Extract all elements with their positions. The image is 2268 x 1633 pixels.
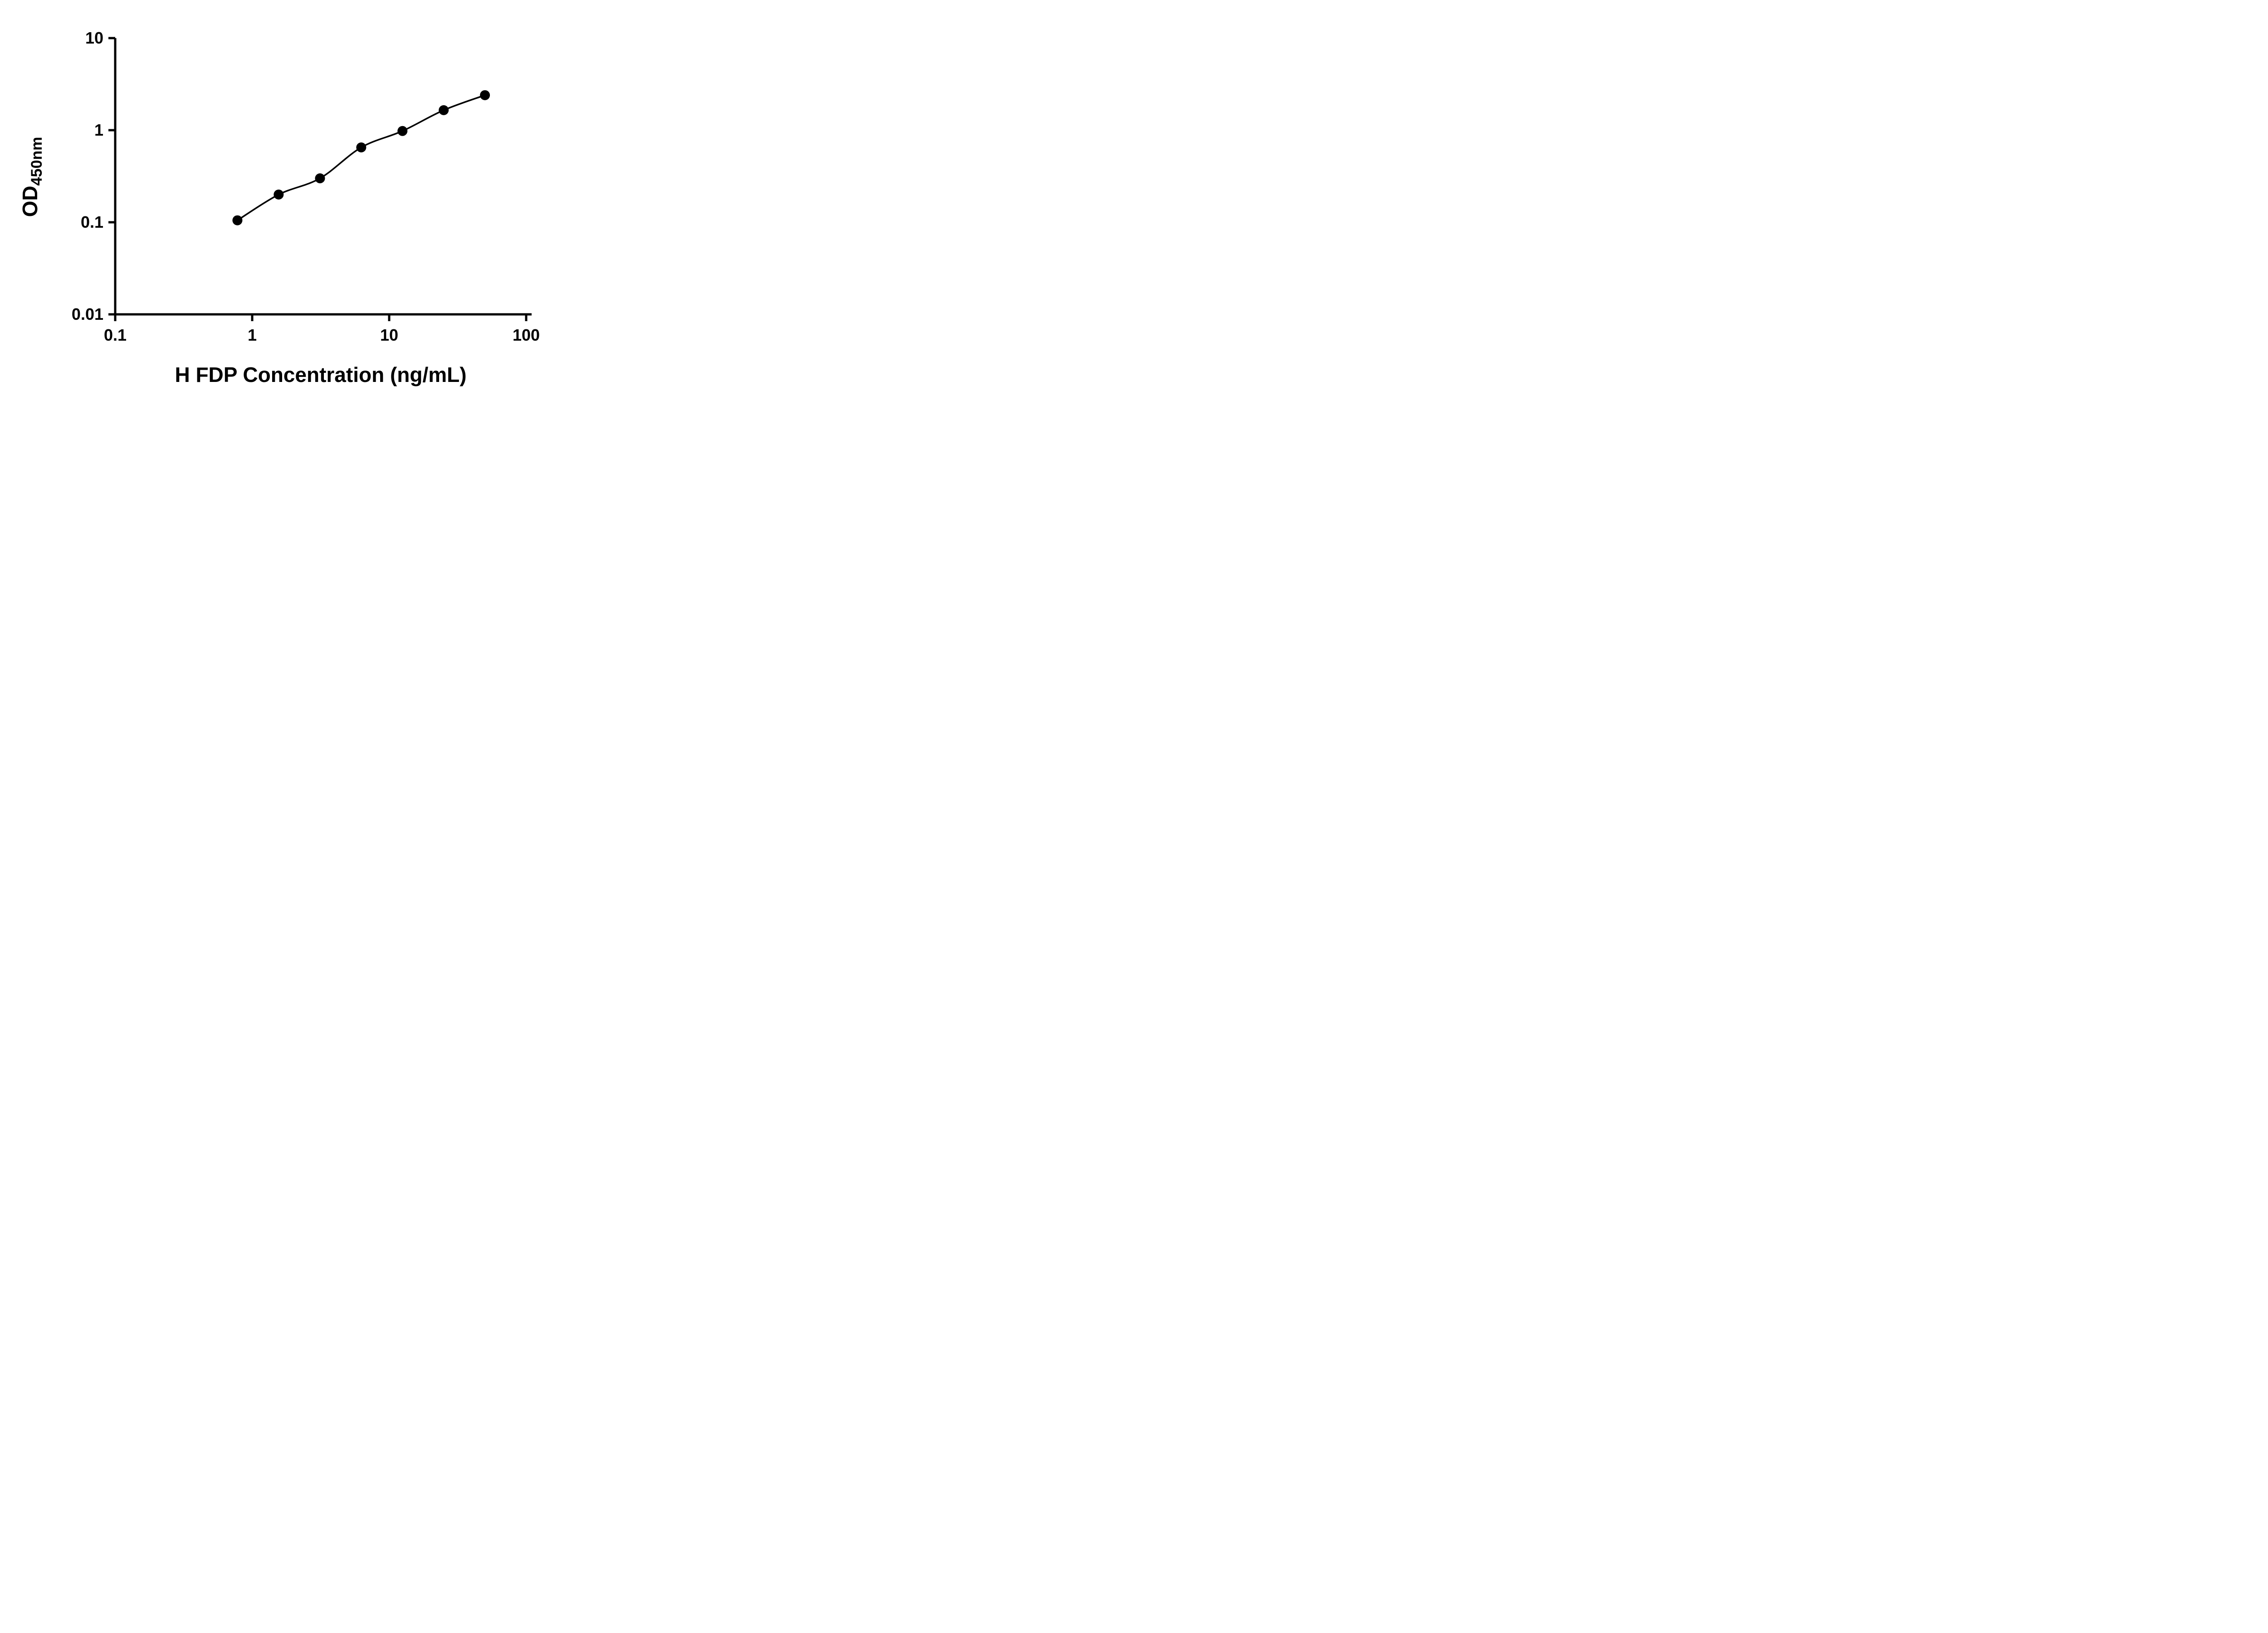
data-point — [397, 126, 408, 136]
y-tick-label: 1 — [94, 121, 103, 139]
x-tick-label: 10 — [380, 326, 398, 344]
data-point — [356, 142, 367, 152]
data-point — [274, 189, 284, 200]
data-point — [480, 90, 490, 100]
x-tick-label: 1 — [248, 326, 257, 344]
data-point — [439, 105, 449, 115]
y-tick-label: 0.1 — [81, 213, 103, 231]
y-axis-title-sub: 450nm — [28, 137, 45, 186]
x-axis-title: H FDP Concentration (ng/mL) — [175, 363, 466, 386]
data-point — [315, 173, 325, 184]
y-axis-title-main: OD — [18, 186, 42, 217]
data-point — [232, 215, 243, 225]
y-axis-title: OD450nm — [18, 137, 45, 217]
y-tick-label: 10 — [85, 29, 103, 47]
y-tick-label: 0.01 — [72, 305, 103, 323]
x-tick-label: 100 — [513, 326, 540, 344]
fit-curve — [236, 94, 486, 221]
x-tick-label: 0.1 — [104, 326, 127, 344]
chart-container: 0.1 1 10 100 0.01 0.1 1 10 OD450nm H FDP Concen… — [0, 0, 583, 408]
